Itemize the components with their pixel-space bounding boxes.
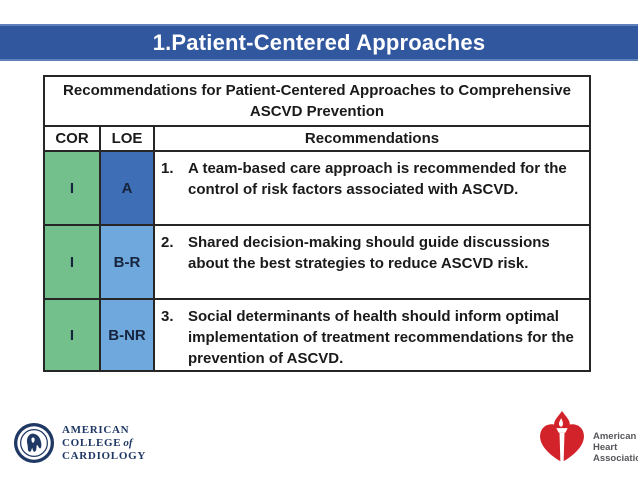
acc-logo-text: AMERICAN COLLEGE of CARDIOLOGY — [62, 424, 146, 463]
recommendation-number: 3. — [161, 308, 174, 325]
acc-line2-word: COLLEGE — [62, 436, 122, 449]
recommendation-text: Social determinants of health should inf… — [188, 308, 574, 367]
acc-line2-of: of — [123, 436, 133, 449]
recommendation-cell-row1: 1. A team-based care approach is recomme… — [155, 152, 589, 226]
recommendation-number: 2. — [161, 234, 174, 251]
acc-line1: AMERICAN — [62, 423, 130, 436]
column-header-cor: COR — [45, 127, 101, 152]
aha-heart-torch-icon — [540, 411, 584, 468]
aha-line3: Association. — [593, 453, 638, 464]
recommendation-number: 1. — [161, 160, 174, 177]
recommendation-text: Shared decision-making should guide disc… — [188, 234, 550, 272]
slide-title: 1.Patient-Centered Approaches — [152, 29, 486, 55]
slide-title-bar: 1.Patient-Centered Approaches — [0, 24, 638, 61]
table-title-line1: Recommendations for Patient-Centered App… — [63, 82, 571, 99]
aha-logo-text: American Heart Association. — [593, 431, 638, 464]
loe-cell-row3: B-NR — [101, 300, 155, 370]
recommendation-cell-row2: 2. Shared decision-making should guide d… — [155, 226, 589, 300]
table-title-line2: ASCVD Prevention — [249, 103, 385, 120]
acc-emblem-icon — [13, 422, 55, 464]
cor-cell-row3: I — [45, 300, 101, 370]
acc-line2: COLLEGE of — [62, 437, 146, 450]
cor-cell-row1: I — [45, 152, 101, 226]
recommendation-cell-row3: 3. Social determinants of health should … — [155, 300, 589, 370]
cor-cell-row2: I — [45, 226, 101, 300]
aha-logo: American Heart Association. — [533, 410, 638, 472]
recommendation-text: A team-based care approach is recommende… — [188, 160, 567, 198]
aha-line1: American — [593, 431, 637, 442]
table-title: Recommendations for Patient-Centered App… — [45, 77, 589, 127]
loe-cell-row1: A — [101, 152, 155, 226]
recommendations-table: Recommendations for Patient-Centered App… — [43, 75, 591, 372]
column-header-recommendations: Recommendations — [155, 127, 589, 152]
loe-cell-row2: B-R — [101, 226, 155, 300]
acc-line3: CARDIOLOGY — [62, 449, 147, 462]
acc-logo: AMERICAN COLLEGE of CARDIOLOGY — [13, 422, 146, 464]
aha-line2: Heart — [593, 442, 618, 453]
column-header-loe: LOE — [101, 127, 155, 152]
